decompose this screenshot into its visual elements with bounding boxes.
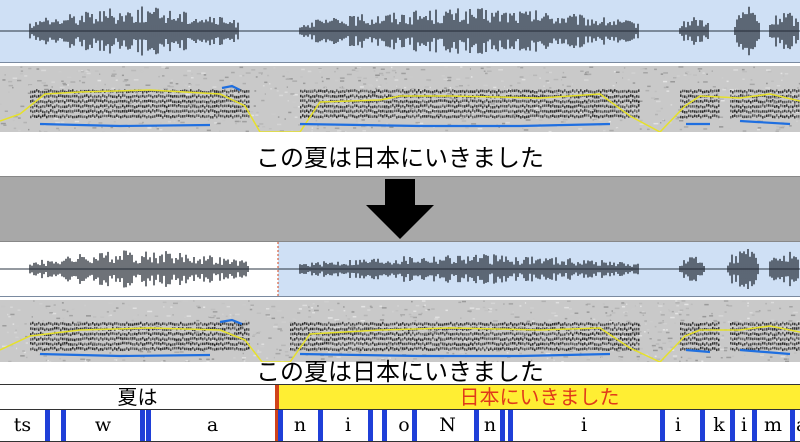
phone-label[interactable]: N — [420, 410, 475, 441]
phone-tier[interactable]: tswanioNniikima — [0, 409, 800, 442]
waveform-edited[interactable] — [0, 242, 800, 297]
phone-label[interactable]: a — [150, 410, 275, 441]
word-segment-selected[interactable]: 日本にいきました — [279, 385, 800, 410]
phone-boundary-tick[interactable] — [660, 410, 665, 441]
word-label: 夏は — [118, 385, 158, 409]
phone-boundary-tick[interactable] — [318, 410, 323, 441]
phone-boundary-tick[interactable] — [382, 410, 387, 441]
phone-label[interactable]: k — [708, 410, 730, 441]
phone-label[interactable]: a — [796, 410, 800, 441]
phone-label[interactable]: n — [282, 410, 318, 441]
caption-edited: この夏は日本にいきました — [0, 356, 800, 384]
spectrogram-original[interactable] — [0, 66, 800, 132]
phone-boundary-tick[interactable] — [140, 410, 145, 441]
phone-label[interactable]: o — [390, 410, 418, 441]
waveform-original[interactable] — [0, 0, 800, 63]
phone-label[interactable]: i — [328, 410, 368, 441]
phone-label[interactable]: n — [480, 410, 500, 441]
word-segment[interactable]: 夏は — [0, 385, 275, 410]
down-arrow-icon — [0, 177, 800, 241]
phone-boundary-tick[interactable] — [368, 410, 373, 441]
transform-divider — [0, 176, 800, 242]
phone-boundary-tick[interactable] — [790, 410, 795, 441]
caption-edited-text: この夏は日本にいきました — [0, 356, 800, 384]
spectrogram-edited[interactable] — [0, 300, 800, 362]
phone-label[interactable]: i — [508, 410, 660, 441]
word-label: 日本にいきました — [460, 385, 620, 409]
phone-boundary-tick[interactable] — [45, 410, 50, 441]
phone-label[interactable]: i — [666, 410, 690, 441]
phone-label[interactable]: ts — [0, 410, 45, 441]
phone-boundary-tick[interactable] — [700, 410, 705, 441]
word-tier[interactable]: 夏は 日本にいきました — [0, 384, 800, 410]
phone-boundary-tick[interactable] — [730, 410, 735, 441]
phone-label[interactable]: m — [756, 410, 790, 441]
phone-label[interactable]: i — [738, 410, 750, 441]
phone-boundary-tick[interactable] — [500, 410, 505, 441]
caption-original: この夏は日本にいきました — [0, 134, 800, 174]
phone-label[interactable]: w — [66, 410, 140, 441]
caption-original-text: この夏は日本にいきました — [0, 138, 800, 173]
